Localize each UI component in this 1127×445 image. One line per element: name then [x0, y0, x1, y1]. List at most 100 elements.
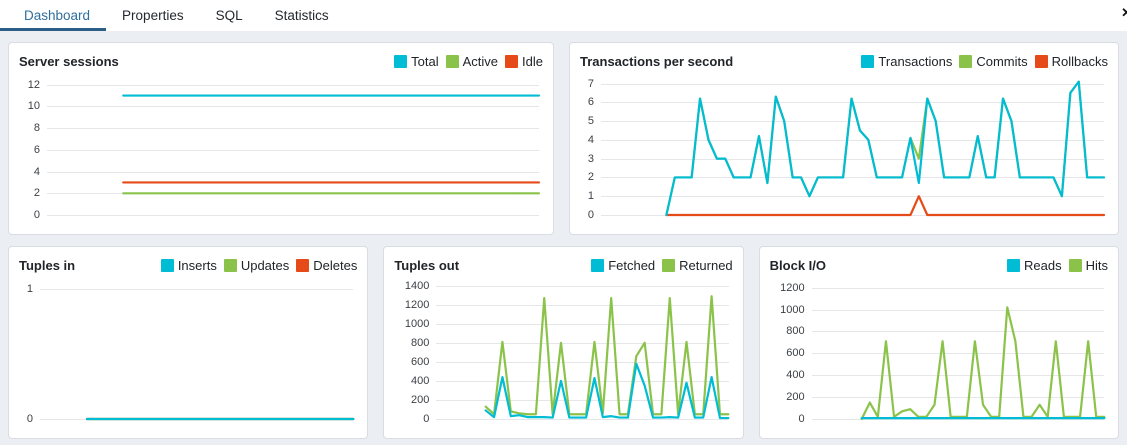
- chart-canvas: [40, 280, 353, 419]
- close-icon[interactable]: ✕: [1121, 5, 1127, 20]
- legend-swatch-icon: [505, 54, 519, 68]
- gridline: [436, 419, 729, 420]
- legend-item: Inserts: [160, 257, 217, 273]
- legend-label: Reads: [1024, 257, 1062, 273]
- gridline: [436, 285, 729, 287]
- y-tick-label: 1400: [404, 279, 430, 292]
- legend-label: Commits: [976, 53, 1028, 69]
- charts-row-1: Server sessions Total Active Idle 0 2 4 6 8 10 1…: [8, 42, 1119, 235]
- gridline: [601, 177, 1104, 179]
- legend-label: Hits: [1085, 257, 1108, 273]
- gridline: [436, 342, 729, 344]
- legend-swatch-icon: [223, 258, 237, 272]
- legend-label: Inserts: [177, 257, 217, 273]
- series-line-transactions: [666, 82, 1104, 215]
- legend-label: Returned: [679, 257, 733, 273]
- legend-swatch-icon: [591, 258, 605, 272]
- panel-server-sessions: Server sessions Total Active Idle 0 2 4 6 8 10 1…: [8, 42, 554, 235]
- panel-transactions-per-second: Transactions per second Transactions Comm…: [569, 42, 1119, 235]
- panel-title: Block I/O: [769, 257, 827, 273]
- y-tick-label: 400: [786, 369, 805, 382]
- legend: Fetched Returned: [591, 257, 733, 273]
- legend-item: Deletes: [296, 258, 357, 273]
- y-tick-label: 10: [27, 100, 40, 113]
- chart-tuples-out: 0 200 400 600 800 1000 1200 1400: [394, 275, 732, 432]
- y-tick-label: 0: [587, 209, 594, 221]
- gridline: [811, 419, 1104, 420]
- tab-dashboard[interactable]: Dashboard: [0, 0, 107, 31]
- panel-tuples-out: Tuples out Fetched Returned 0 200 400 600 800…: [383, 246, 744, 439]
- gridline: [811, 331, 1104, 333]
- chart-canvas: [601, 76, 1104, 215]
- y-tick-label: 0: [33, 209, 40, 221]
- chart-canvas: [436, 280, 728, 419]
- legend-item: Active: [445, 53, 499, 69]
- y-tick-label: 600: [786, 347, 805, 360]
- gridline: [436, 323, 729, 325]
- legend-label: Total: [411, 53, 439, 69]
- chart-transactions-per-second: 0 1 2 3 4 5 6 7: [580, 71, 1108, 228]
- legend-swatch-icon: [662, 258, 676, 272]
- y-tick-label: 1000: [780, 303, 805, 316]
- y-tick-label: 3: [587, 152, 594, 165]
- chart-block-io: 0 200 400 600 800 1000 1200: [770, 275, 1108, 432]
- gridline: [601, 158, 1104, 160]
- dashboard-content: Server sessions Total Active Idle 0 2 4 6 8 10 1…: [0, 31, 1127, 445]
- y-tick-label: 0: [798, 413, 805, 425]
- y-tick-label: 1000: [404, 317, 430, 330]
- y-tick-label: 2: [587, 171, 594, 184]
- y-tick-label: 6: [587, 96, 594, 109]
- legend-label: Active: [462, 53, 499, 69]
- legend-swatch-icon: [861, 54, 875, 68]
- y-tick-label: 800: [786, 325, 805, 338]
- gridline: [601, 83, 1104, 85]
- legend-swatch-icon: [1034, 54, 1048, 68]
- legend-swatch-icon: [1068, 258, 1082, 272]
- gridline: [47, 84, 539, 86]
- y-tick-label: 6: [33, 143, 40, 156]
- gridline: [436, 304, 729, 306]
- legend-item: Reads: [1007, 258, 1062, 273]
- legend-swatch-icon: [296, 258, 310, 272]
- legend-item: Updates: [223, 258, 289, 273]
- y-tick-label: 1: [587, 190, 594, 203]
- gridline: [601, 121, 1104, 123]
- gridline: [811, 287, 1104, 289]
- tab-properties[interactable]: Properties: [122, 8, 184, 23]
- gridline: [811, 397, 1104, 399]
- gridline: [47, 171, 539, 173]
- y-tick-label: 12: [27, 78, 40, 91]
- legend-label: Idle: [522, 53, 543, 69]
- legend-label: Transactions: [878, 53, 953, 69]
- chart-canvas: [812, 280, 1104, 419]
- legend-item: Hits: [1068, 257, 1108, 273]
- legend-item: Commits: [959, 53, 1028, 69]
- y-tick-label: 400: [410, 374, 430, 387]
- y-tick-label: 7: [587, 77, 594, 90]
- series-line-returned: [486, 296, 729, 414]
- tab-sql[interactable]: SQL: [215, 8, 243, 23]
- chart-canvas: [47, 76, 539, 215]
- legend-item: Total: [394, 53, 439, 69]
- y-tick-label: 200: [410, 393, 430, 406]
- legend-item: Rollbacks: [1034, 54, 1108, 69]
- panel-block-io: Block I/O Reads Hits 0 200 400 600 800 1000 120…: [758, 246, 1119, 439]
- legend-swatch-icon: [1007, 258, 1021, 272]
- y-tick-label: 0: [423, 413, 430, 425]
- legend: Reads Hits: [1007, 258, 1108, 273]
- legend-label: Fetched: [608, 257, 656, 273]
- gridline: [601, 139, 1104, 141]
- series-line-fetched: [486, 364, 729, 418]
- panel-title: Transactions per second: [580, 53, 734, 69]
- y-tick-label: 800: [410, 336, 430, 349]
- legend: Transactions Commits Rollbacks: [861, 54, 1108, 69]
- tab-statistics[interactable]: Statistics: [274, 8, 329, 23]
- gridline: [811, 375, 1104, 377]
- gridline: [436, 361, 729, 363]
- legend-label: Deletes: [313, 257, 358, 273]
- chart-server-sessions: 0 2 4 6 8 10 12: [19, 71, 543, 228]
- gridline: [811, 309, 1104, 311]
